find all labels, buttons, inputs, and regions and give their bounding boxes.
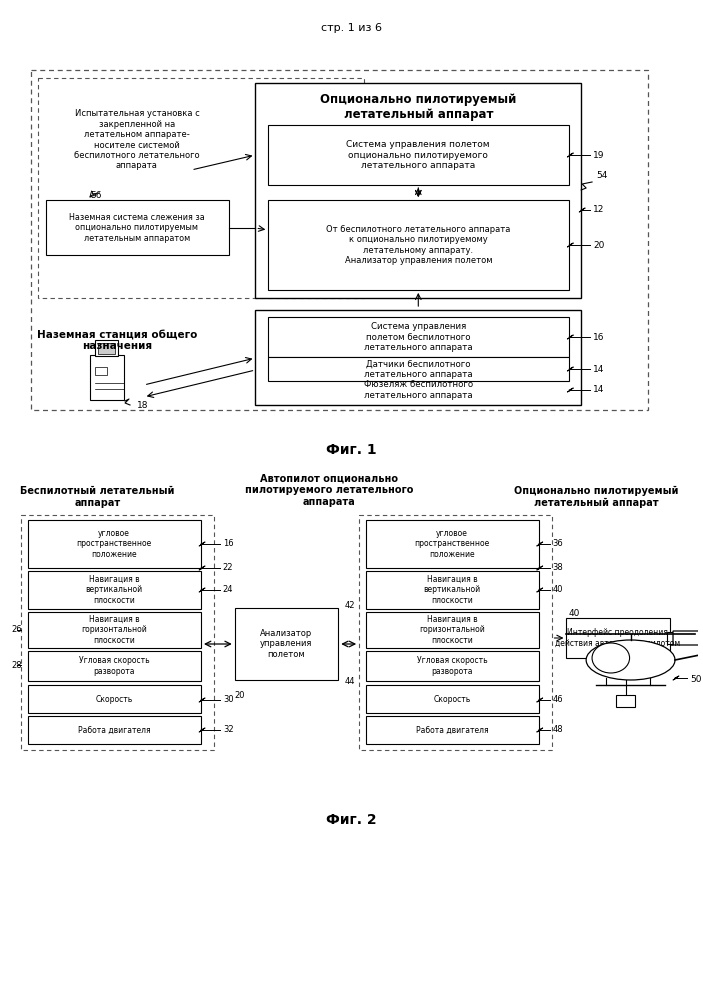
Text: Фиг. 2: Фиг. 2 bbox=[326, 813, 377, 827]
Bar bbox=[359, 515, 552, 750]
FancyArrow shape bbox=[673, 628, 703, 648]
Text: 36: 36 bbox=[553, 540, 563, 548]
Bar bbox=[28, 651, 201, 681]
Bar bbox=[269, 317, 569, 357]
Text: Работа двигателя: Работа двигателя bbox=[78, 726, 150, 734]
Bar bbox=[269, 357, 569, 381]
Bar bbox=[366, 651, 538, 681]
Text: Фюзеляж беспилотного
летательного аппарата: Фюзеляж беспилотного летательного аппара… bbox=[363, 380, 473, 400]
Bar bbox=[96, 340, 118, 356]
Text: 54: 54 bbox=[596, 170, 607, 180]
Bar bbox=[667, 632, 673, 644]
Text: 24: 24 bbox=[223, 585, 233, 594]
Bar bbox=[255, 310, 581, 405]
Text: Система управления полетом
опционально пилотируемого
летательного аппарата: Система управления полетом опционально п… bbox=[347, 140, 490, 170]
Text: Навигация в
горизонтальной
плоскости: Навигация в горизонтальной плоскости bbox=[419, 615, 485, 645]
Bar bbox=[28, 612, 201, 648]
Text: 48: 48 bbox=[553, 726, 563, 734]
Bar bbox=[96, 367, 108, 375]
Ellipse shape bbox=[586, 640, 675, 680]
Bar bbox=[366, 716, 538, 744]
Text: 18: 18 bbox=[137, 400, 148, 410]
Text: 32: 32 bbox=[223, 726, 233, 734]
Bar bbox=[235, 608, 338, 680]
Bar bbox=[366, 685, 538, 713]
Text: 50: 50 bbox=[690, 676, 702, 684]
Bar bbox=[28, 685, 201, 713]
Text: 56: 56 bbox=[91, 192, 102, 200]
Text: Беспилотный летательный
аппарат: Беспилотный летательный аппарат bbox=[20, 486, 174, 508]
Bar bbox=[28, 716, 201, 744]
Text: Автопилот опционально
пилотируемого летательного
аппарата: Автопилот опционально пилотируемого лета… bbox=[245, 473, 413, 507]
Bar bbox=[31, 70, 648, 410]
Text: Скорость: Скорость bbox=[96, 694, 133, 704]
Text: 14: 14 bbox=[593, 385, 605, 394]
Text: 20: 20 bbox=[235, 690, 245, 700]
Text: 40: 40 bbox=[553, 585, 563, 594]
Bar bbox=[269, 125, 569, 185]
Text: 46: 46 bbox=[553, 696, 563, 704]
Text: 38: 38 bbox=[553, 564, 563, 572]
Bar bbox=[366, 571, 538, 609]
Text: угловое
пространственное
положение: угловое пространственное положение bbox=[77, 529, 152, 559]
Bar bbox=[616, 695, 636, 707]
Text: Датчики беспилотного
летательного аппарата: Датчики беспилотного летательного аппара… bbox=[364, 359, 472, 379]
Text: Система управления
полетом беспилотного
летательного аппарата: Система управления полетом беспилотного … bbox=[364, 322, 472, 352]
Bar bbox=[366, 612, 538, 648]
Text: угловое
пространственное
положение: угловое пространственное положение bbox=[414, 529, 489, 559]
Text: 40: 40 bbox=[568, 608, 580, 617]
Bar bbox=[28, 571, 201, 609]
Text: 30: 30 bbox=[223, 696, 233, 704]
Text: 16: 16 bbox=[593, 332, 605, 342]
Text: 14: 14 bbox=[593, 364, 605, 373]
Bar bbox=[366, 520, 538, 568]
Text: От беспилотного летательного аппарата
к опционально пилотируемому
летательному а: От беспилотного летательного аппарата к … bbox=[326, 225, 510, 265]
Text: Скорость: Скорость bbox=[433, 694, 470, 704]
Bar bbox=[89, 355, 124, 400]
Text: Угловая скорость
разворота: Угловая скорость разворота bbox=[79, 656, 150, 676]
Text: Опционально пилотируемый
летательный аппарат: Опционально пилотируемый летательный апп… bbox=[320, 93, 517, 121]
Bar bbox=[21, 515, 214, 750]
Text: Опционально пилотируемый
летательный аппарат: Опционально пилотируемый летательный апп… bbox=[514, 486, 678, 508]
Ellipse shape bbox=[592, 643, 630, 673]
Text: Навигация в
горизонтальной
плоскости: Навигация в горизонтальной плоскости bbox=[82, 615, 147, 645]
Bar bbox=[567, 618, 670, 658]
Text: Наземная система слежения за
опционально пилотируемым
летательным аппаратом: Наземная система слежения за опционально… bbox=[69, 213, 205, 243]
Text: Угловая скорость
разворота: Угловая скорость разворота bbox=[417, 656, 487, 676]
Text: 12: 12 bbox=[593, 206, 605, 215]
Text: Испытательная установка с
закрепленной на
летательном аппарате-
носителе системо: Испытательная установка с закрепленной н… bbox=[74, 109, 200, 170]
Bar bbox=[269, 200, 569, 290]
Text: Навигация в
вертикальной
плоскости: Навигация в вертикальной плоскости bbox=[423, 575, 480, 605]
Bar bbox=[38, 78, 364, 298]
Text: 28: 28 bbox=[11, 660, 22, 670]
Text: 44: 44 bbox=[344, 678, 355, 686]
Bar bbox=[255, 83, 581, 298]
Text: Наземная станция общего
назначения: Наземная станция общего назначения bbox=[37, 329, 198, 351]
Bar bbox=[98, 343, 115, 354]
Text: 16: 16 bbox=[223, 540, 233, 548]
Text: Работа двигателя: Работа двигателя bbox=[415, 726, 488, 734]
Bar bbox=[46, 200, 228, 255]
Text: 42: 42 bbox=[344, 600, 355, 609]
Text: 26: 26 bbox=[11, 626, 22, 635]
Text: Анализатор
управления
полетом: Анализатор управления полетом bbox=[260, 629, 312, 659]
Text: Навигация в
вертикальной
плоскости: Навигация в вертикальной плоскости bbox=[86, 575, 143, 605]
Text: 22: 22 bbox=[223, 564, 233, 572]
Bar bbox=[28, 520, 201, 568]
Text: 19: 19 bbox=[593, 150, 605, 159]
Text: стр. 1 из 6: стр. 1 из 6 bbox=[321, 23, 382, 33]
Text: Интерфейс преодоления
действия автоматики пилотом: Интерфейс преодоления действия автоматик… bbox=[555, 628, 681, 648]
Text: Фиг. 1: Фиг. 1 bbox=[326, 443, 377, 457]
Text: 20: 20 bbox=[593, 240, 605, 249]
